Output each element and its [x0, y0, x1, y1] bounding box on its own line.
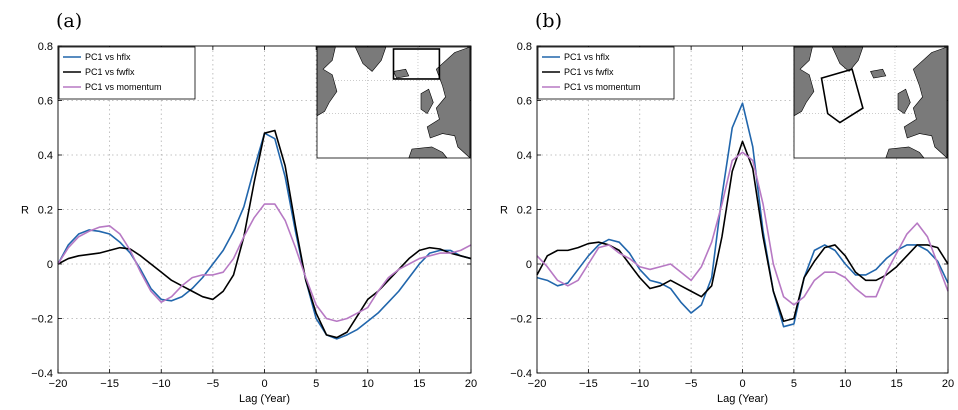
x-tick-label: −15: [100, 378, 119, 390]
inset-frame: [316, 46, 471, 159]
y-tick-label: −0.2: [510, 314, 532, 326]
x-tick-label: 15: [891, 378, 903, 390]
panel-label: (a): [56, 10, 82, 32]
y-tick-label: 0: [526, 259, 532, 271]
series-line-2: [536, 140, 949, 323]
x-tick-label: −10: [630, 378, 649, 390]
x-tick-label: −15: [579, 378, 598, 390]
series-line-3: [536, 151, 949, 306]
x-tick-label: 5: [313, 378, 319, 390]
inset-land: [793, 46, 815, 117]
x-tick-label: 0: [739, 378, 745, 390]
y-tick-label: 0.2: [517, 205, 532, 217]
x-tick-label: −20: [528, 378, 547, 390]
legend-box: [537, 46, 675, 100]
inset-frame: [793, 46, 948, 159]
y-tick-label: 0.4: [517, 150, 532, 162]
y-tick-label: −0.2: [31, 314, 53, 326]
x-axis-label: Lag (Year): [717, 393, 768, 405]
y-axis-label: R: [500, 205, 508, 217]
panel-a: (a) −20 −15 −10 −5 0 5 10 15 20 −0.4 −0.2 0 0.2 0.4 0.6…: [21, 10, 477, 405]
y-tick-label: 0.6: [38, 96, 53, 108]
inset-map: [793, 46, 948, 159]
x-tick-label: −10: [152, 378, 171, 390]
y-tick-label: 0.8: [517, 41, 532, 53]
inset-land: [897, 88, 911, 115]
inset-land: [393, 68, 410, 79]
inset-land: [316, 46, 338, 117]
x-tick-label: 5: [791, 378, 797, 390]
inset-map: [316, 46, 471, 159]
inset-land: [408, 146, 448, 159]
x-tick-label: −20: [49, 378, 68, 390]
series-line-2: [57, 129, 472, 339]
legend-entry-2: PC1 vs fwflx: [85, 67, 135, 77]
x-tick-label: 10: [839, 378, 851, 390]
legend-box: [58, 46, 196, 100]
x-axis-label: Lag (Year): [239, 393, 290, 405]
x-tick-label: 15: [413, 378, 425, 390]
inset-land: [420, 88, 434, 115]
y-tick-label: 0.4: [38, 150, 53, 162]
x-tick-label: 10: [362, 378, 374, 390]
legend-entry-3: PC1 vs momentum: [85, 82, 162, 92]
x-tick-label: 20: [942, 378, 954, 390]
panel-b: (b) −20 −15 −10 −5 0 5 10 15 20 −0.4 −0.2 0 0.2 0.4 0.6…: [500, 10, 954, 405]
inset-land: [885, 146, 925, 159]
legend-entry-1: PC1 vs hflx: [564, 52, 610, 62]
inset-land: [870, 68, 887, 79]
x-tick-label: 20: [465, 378, 477, 390]
panel-label: (b): [535, 10, 562, 32]
y-tick-label: −0.4: [31, 368, 53, 380]
legend-entry-2: PC1 vs fwflx: [564, 67, 614, 77]
legend: PC1 vs hflx PC1 vs fwflx PC1 vs momentum: [58, 46, 196, 100]
x-tick-label: −5: [207, 378, 220, 390]
series-line-1: [536, 102, 949, 328]
legend: PC1 vs hflx PC1 vs fwflx PC1 vs momentum: [537, 46, 675, 100]
y-tick-label: 0: [47, 259, 53, 271]
legend-entry-1: PC1 vs hflx: [85, 52, 131, 62]
inset-region-box: [392, 48, 441, 80]
y-tick-label: 0.2: [38, 205, 53, 217]
y-axis-label: R: [21, 205, 29, 217]
y-tick-label: −0.4: [510, 368, 532, 380]
series-line-3: [57, 203, 472, 323]
inset-region-box: [820, 68, 864, 124]
x-tick-label: −5: [685, 378, 698, 390]
x-tick-label: 0: [261, 378, 267, 390]
y-tick-label: 0.6: [517, 96, 532, 108]
y-tick-label: 0.8: [38, 41, 53, 53]
legend-entry-3: PC1 vs momentum: [564, 82, 641, 92]
